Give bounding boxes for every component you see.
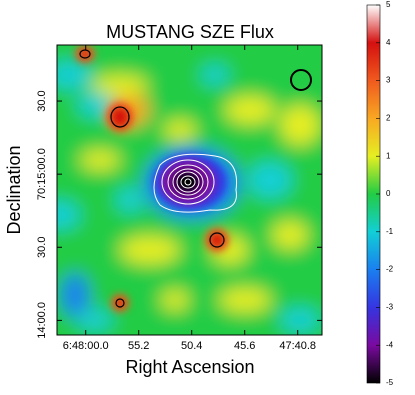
y-tick-label: 30.0 — [36, 90, 48, 111]
hot-spot — [210, 233, 224, 247]
chart-title: MUSTANG SZE Flux — [106, 22, 274, 42]
plot-frame — [56, 44, 323, 336]
field-patch — [92, 75, 148, 95]
x-axis-label: Right Ascension — [125, 357, 254, 377]
colorbar-tick-label: -3 — [386, 303, 394, 312]
field-patch — [272, 221, 308, 249]
colorbar-tick-label: -4 — [386, 340, 394, 349]
field-patch — [116, 188, 144, 212]
colorbar-tick-label: 4 — [386, 38, 391, 47]
field-patch — [225, 96, 275, 124]
colorbar-tick-label: 3 — [386, 76, 391, 85]
field-patch — [219, 288, 271, 312]
beam — [290, 69, 312, 91]
x-tick-label: 55.2 — [128, 340, 149, 352]
x-tick-label: 45.6 — [234, 340, 255, 352]
flux-map — [57, 45, 322, 335]
colorbar-tick-label: 2 — [386, 114, 391, 123]
contour — [172, 168, 204, 196]
field-patch — [120, 236, 180, 264]
contour — [184, 178, 192, 186]
field-patch — [80, 150, 120, 170]
contour — [153, 153, 238, 213]
field-patch — [201, 65, 229, 85]
contour — [110, 106, 130, 128]
x-tick-label: 50.4 — [181, 340, 202, 352]
field-patch — [57, 201, 80, 229]
colorbar-tick-label: 5 — [386, 0, 391, 9]
hot-spot — [111, 107, 129, 127]
contour — [176, 171, 200, 193]
contour — [167, 164, 209, 200]
field-patch — [77, 310, 113, 330]
colorbar-tick-label: -2 — [386, 265, 394, 274]
field-patch — [57, 61, 92, 89]
field-patch — [77, 93, 113, 117]
contour — [115, 298, 125, 308]
contour — [161, 159, 215, 205]
x-tick-label: 6:48:00.0 — [63, 340, 109, 352]
hot-spot — [80, 50, 90, 58]
contour — [180, 175, 196, 189]
colorbar-tick-label: 0 — [386, 189, 391, 198]
colorbar-tick-label: 1 — [386, 151, 391, 160]
y-tick-label: 14:00.0 — [36, 302, 48, 339]
hot-spot — [116, 299, 124, 307]
contour — [79, 49, 91, 59]
field-patch — [61, 273, 89, 317]
y-axis-label: Declination — [4, 145, 24, 234]
field-patch — [280, 308, 320, 332]
colorbar-tick-label: -1 — [386, 227, 394, 236]
colorbar-tick-label: -5 — [386, 378, 394, 387]
y-tick-label: 30.0 — [36, 237, 48, 258]
contour — [209, 232, 225, 248]
field-patch — [164, 120, 196, 140]
x-tick-label: 47:40.8 — [279, 340, 316, 352]
field-patch — [248, 162, 292, 198]
field-patch — [161, 290, 189, 310]
field-patch — [280, 105, 320, 145]
y-tick-label: 70:15:00.0 — [36, 148, 48, 200]
